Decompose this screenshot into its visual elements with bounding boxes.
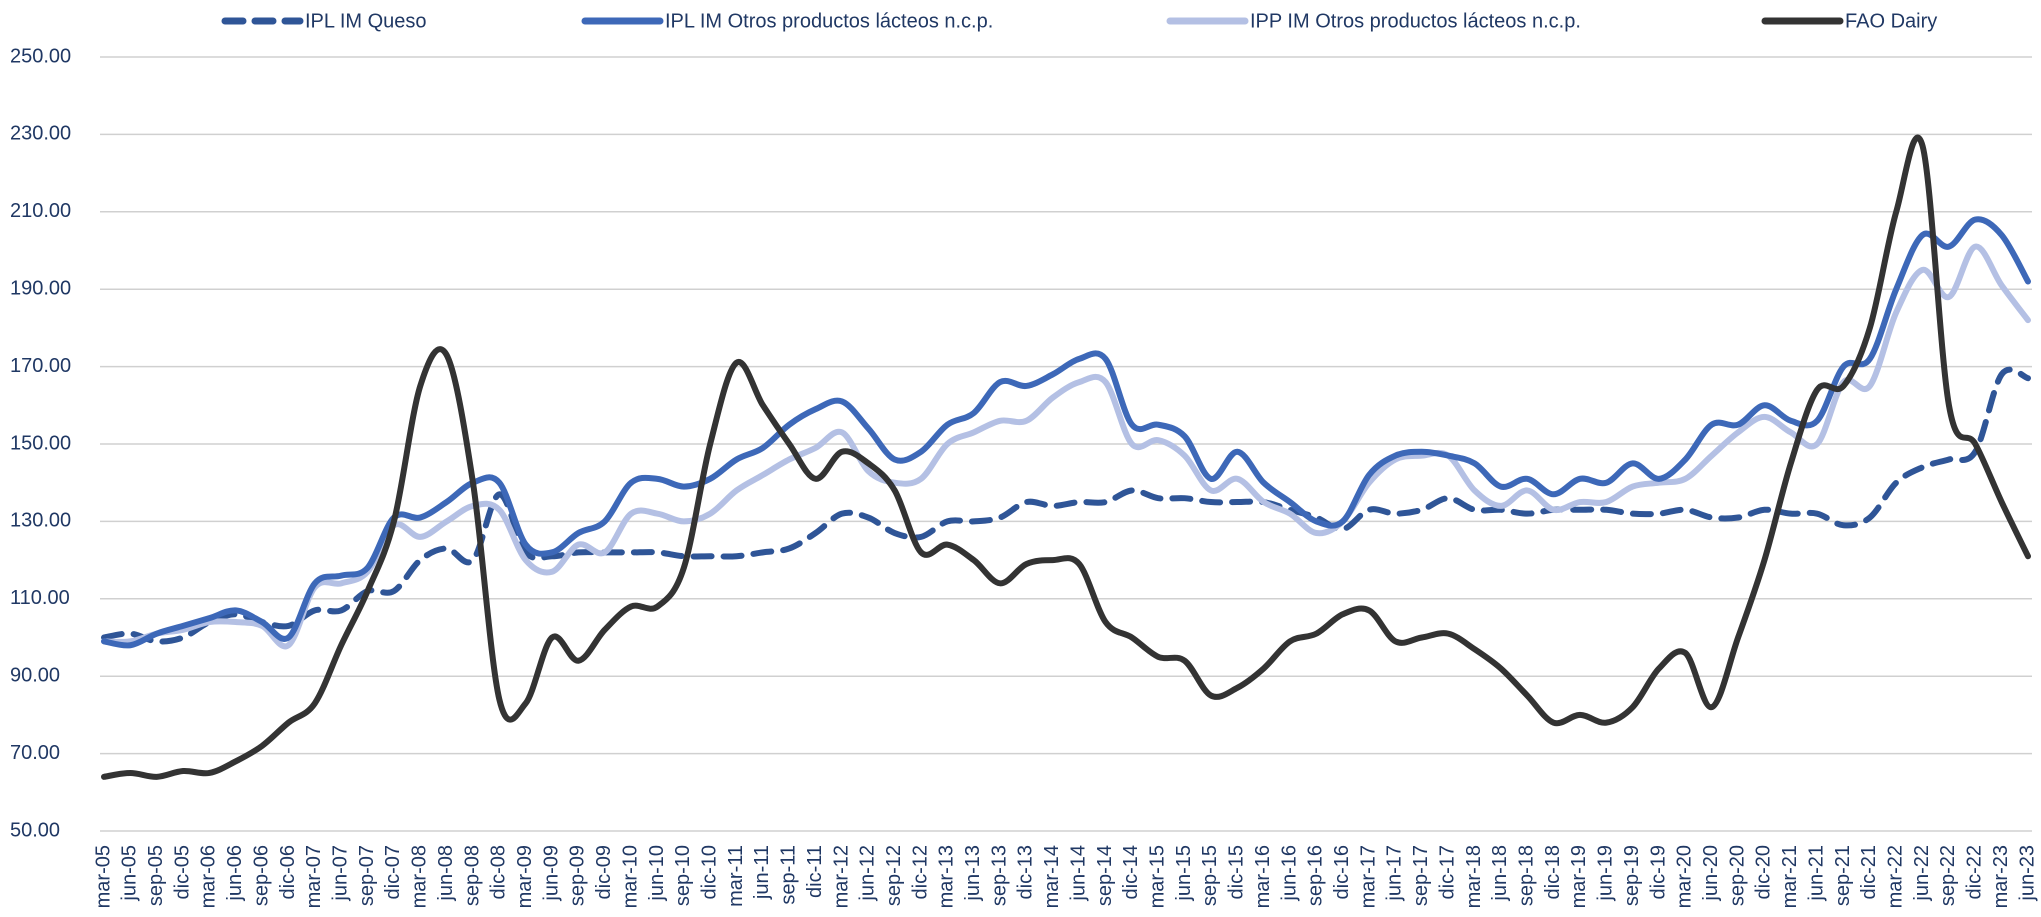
- y-tick-label: 250.00: [10, 45, 71, 67]
- x-tick-label: dic-06: [277, 845, 299, 899]
- x-tick-label: mar-19: [1568, 845, 1590, 908]
- x-tick-label: jun-18: [1489, 845, 1511, 902]
- legend-label: IPL IM Queso: [305, 10, 427, 32]
- x-tick-label: dic-17: [1436, 845, 1458, 899]
- x-tick-label: dic-05: [171, 845, 193, 899]
- x-tick-label: sep-22: [1937, 845, 1959, 906]
- series-line: [101, 243, 2031, 650]
- x-tick-label: mar-21: [1779, 845, 1801, 908]
- x-tick-label: dic-21: [1858, 845, 1880, 899]
- x-tick-label: jun-21: [1805, 845, 1827, 902]
- y-tick-label: 50.00: [10, 819, 60, 841]
- x-tick-label: sep-08: [461, 845, 483, 906]
- x-tick-label: jun-09: [540, 845, 562, 902]
- x-tick-label: sep-12: [883, 845, 905, 906]
- x-tick-label: mar-13: [936, 845, 958, 908]
- x-tick-label: dic-11: [804, 845, 826, 898]
- x-tick-label: jun-22: [1911, 845, 1933, 902]
- x-tick-label: sep-06: [250, 845, 272, 906]
- x-tick-label: sep-21: [1832, 845, 1854, 906]
- x-tick-label: sep-17: [1410, 845, 1432, 906]
- x-tick-label: dic-09: [593, 845, 615, 899]
- x-tick-label: sep-13: [988, 845, 1010, 906]
- legend-label: IPL IM Otros productos lácteos n.c.p.: [665, 10, 993, 32]
- x-tick-label: mar-12: [830, 845, 852, 908]
- x-tick-label: mar-11: [725, 845, 747, 907]
- x-tick-label: jun-06: [224, 845, 246, 902]
- y-tick-label: 230.00: [10, 123, 71, 145]
- series-line: [101, 216, 2031, 649]
- x-tick-label: jun-07: [329, 845, 351, 902]
- x-tick-label: dic-16: [1331, 845, 1353, 899]
- x-tick-label: mar-06: [198, 845, 220, 908]
- x-tick-label: mar-22: [1885, 845, 1907, 908]
- x-tick-label: jun-12: [857, 845, 879, 902]
- x-tick-label: jun-14: [1067, 845, 1089, 902]
- series-line: [101, 134, 2031, 780]
- x-tick-label: sep-05: [145, 845, 167, 906]
- x-tick-label: mar-20: [1674, 845, 1696, 908]
- x-tick-label: jun-05: [119, 845, 141, 902]
- x-tick-label: jun-19: [1595, 845, 1617, 902]
- x-tick-label: sep-20: [1726, 845, 1748, 906]
- x-tick-label: dic-08: [488, 845, 510, 899]
- x-tick-label: sep-10: [672, 845, 694, 906]
- x-tick-label: sep-14: [1094, 845, 1116, 906]
- y-tick-label: 70.00: [10, 742, 60, 764]
- y-tick-label: 90.00: [10, 664, 60, 686]
- x-tick-label: mar-08: [409, 845, 431, 908]
- x-tick-label: sep-16: [1305, 845, 1327, 906]
- x-tick-label: dic-10: [698, 845, 720, 899]
- x-tick-label: dic-20: [1753, 845, 1775, 899]
- y-tick-label: 150.00: [10, 432, 71, 454]
- x-tick-label: dic-12: [909, 845, 931, 899]
- series-line: [101, 366, 2031, 645]
- x-tick-label: dic-19: [1647, 845, 1669, 899]
- x-tick-label: jun-15: [1173, 845, 1195, 902]
- x-tick-label: mar-10: [619, 845, 641, 908]
- x-tick-label: sep-11: [778, 845, 800, 905]
- x-tick-label: dic-18: [1542, 845, 1564, 899]
- x-tick-label: dic-22: [1964, 845, 1986, 899]
- x-tick-label: dic-13: [1015, 845, 1037, 899]
- x-tick-label: jun-20: [1700, 845, 1722, 902]
- y-tick-label: 210.00: [10, 200, 71, 222]
- y-tick-label: 110.00: [10, 587, 70, 609]
- x-tick-label: mar-14: [1041, 845, 1063, 908]
- x-tick-label: jun-17: [1384, 845, 1406, 902]
- x-tick-label: mar-17: [1357, 845, 1379, 908]
- x-tick-label: mar-18: [1463, 845, 1485, 908]
- x-tick-label: mar-09: [514, 845, 536, 908]
- x-tick-label: mar-05: [92, 845, 114, 908]
- x-tick-label: jun-11: [751, 845, 773, 900]
- x-tick-label: sep-18: [1516, 845, 1538, 906]
- y-tick-label: 190.00: [10, 277, 71, 299]
- y-tick-label: 130.00: [10, 510, 71, 532]
- x-tick-label: jun-08: [435, 845, 457, 902]
- y-tick-label: 170.00: [10, 355, 71, 377]
- x-tick-label: dic-15: [1226, 845, 1248, 899]
- x-tick-label: mar-16: [1252, 845, 1274, 908]
- legend-label: IPP IM Otros productos lácteos n.c.p.: [1250, 10, 1581, 32]
- x-tick-label: jun-10: [646, 845, 668, 902]
- x-tick-label: sep-07: [356, 845, 378, 906]
- legend-label: FAO Dairy: [1845, 10, 1937, 32]
- x-tick-label: dic-14: [1120, 845, 1142, 899]
- x-tick-label: sep-19: [1621, 845, 1643, 906]
- x-tick-label: jun-16: [1278, 845, 1300, 902]
- x-tick-label: dic-07: [382, 845, 404, 899]
- x-tick-label: mar-15: [1147, 845, 1169, 908]
- x-tick-label: sep-15: [1199, 845, 1221, 906]
- x-tick-label: mar-23: [1990, 845, 2012, 908]
- x-tick-label: jun-23: [2016, 845, 2038, 902]
- x-tick-label: sep-09: [567, 845, 589, 906]
- x-tick-label: mar-07: [303, 845, 325, 908]
- x-tick-label: jun-13: [962, 845, 984, 902]
